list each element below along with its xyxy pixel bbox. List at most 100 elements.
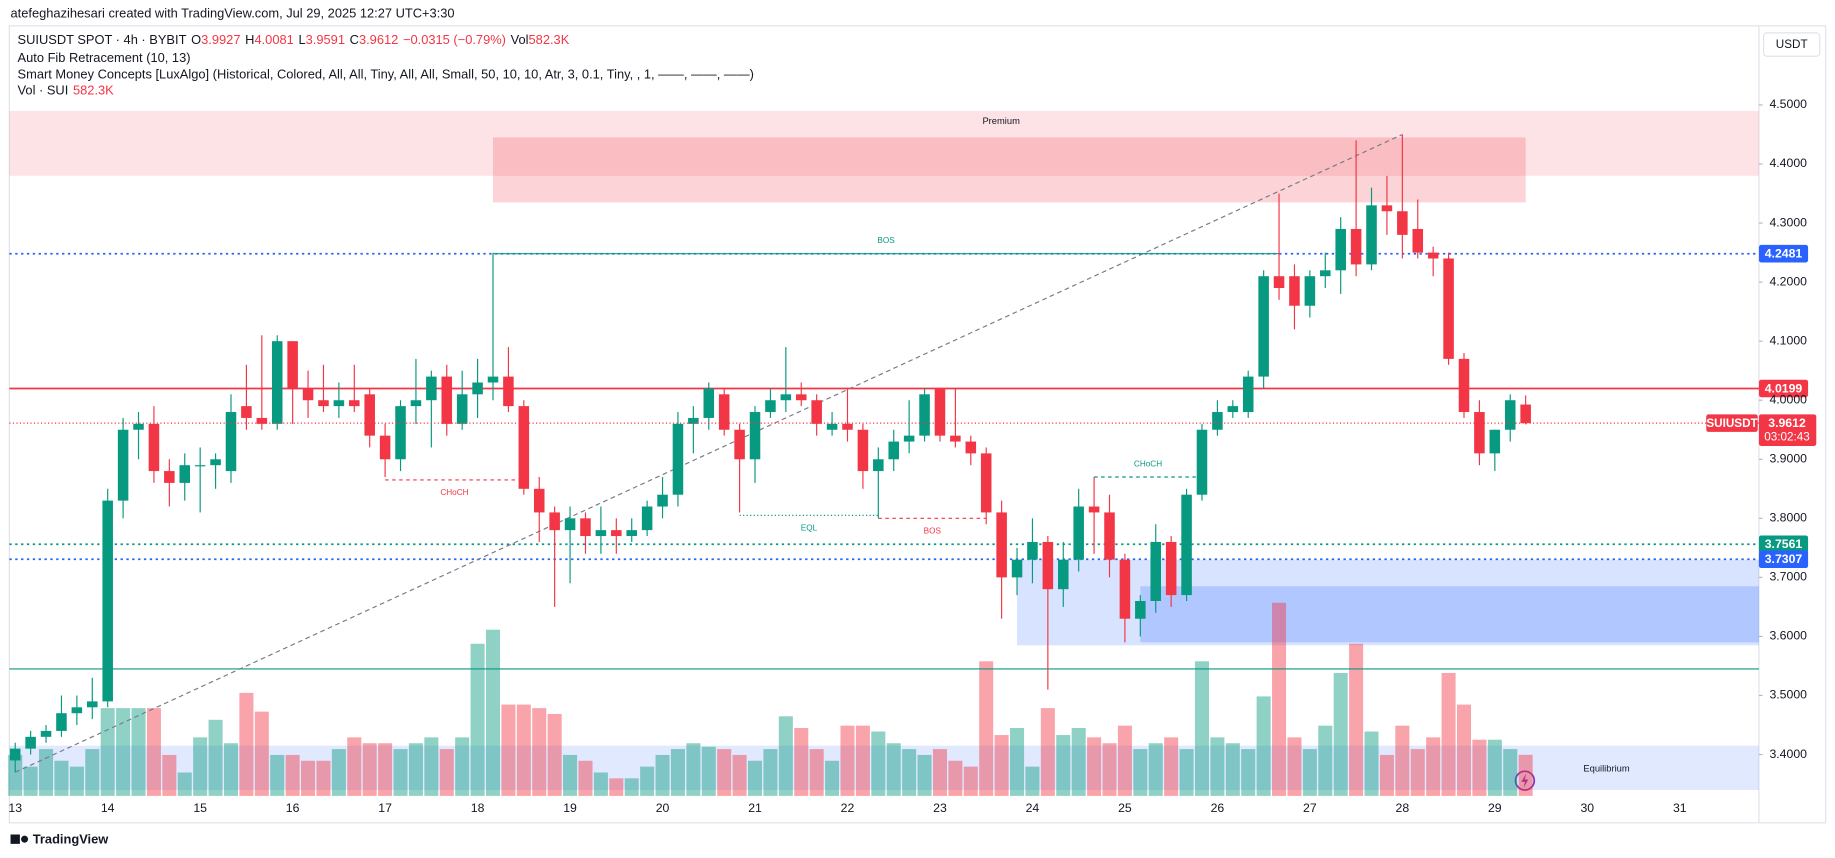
candle-body [873, 459, 884, 472]
x-tick-label: 20 [656, 801, 670, 815]
volume-bar [1025, 766, 1040, 796]
level-label: 4.0199 [1765, 381, 1803, 395]
x-tick-label: 21 [748, 801, 762, 815]
indicator: Smart Money Concepts [LuxAlgo] (Historic… [18, 66, 754, 81]
x-tick-label: 17 [378, 801, 392, 815]
currency[interactable]: USDT [1776, 38, 1808, 51]
volume-bar [670, 749, 685, 796]
candle-body [1489, 429, 1501, 454]
candle-body [580, 518, 591, 537]
volume-bar [1071, 727, 1086, 796]
candle-body [395, 406, 406, 460]
volume-bar [439, 749, 454, 796]
candle-body [318, 400, 329, 407]
candle-body [965, 441, 977, 454]
volume-bar [501, 704, 516, 796]
volume-bar [470, 643, 485, 796]
volume-bar [1210, 737, 1225, 796]
candle-body [1397, 211, 1408, 235]
x-tick-label: 14 [101, 801, 115, 815]
candle-body [287, 341, 298, 389]
volume-bar [979, 661, 994, 796]
candle-body [472, 382, 483, 395]
x-tick-label: 22 [841, 801, 855, 815]
volume-bar [223, 743, 239, 796]
candle-body [533, 488, 545, 513]
volume-value: 582.3K [73, 83, 114, 98]
volume-bar [301, 760, 316, 796]
volume-bar [516, 704, 531, 796]
volume-bar [701, 746, 716, 796]
y-tick-label: 4.4000 [1769, 156, 1807, 170]
candle-body [256, 417, 268, 424]
volume-bar [8, 754, 23, 796]
x-tick-label: 18 [471, 801, 485, 815]
volume-bar [902, 749, 917, 796]
candle-body [1181, 494, 1192, 596]
volume-bar [1225, 743, 1240, 796]
x-tick-label: 19 [563, 801, 577, 815]
volume-bar [1410, 749, 1425, 796]
candle-body [1381, 205, 1393, 212]
candle-body [703, 388, 715, 418]
volume-bar [1441, 673, 1456, 796]
volume-bar [794, 727, 809, 796]
level-label-box [1758, 535, 1809, 554]
candle-body [40, 730, 52, 737]
volume-bar [932, 749, 947, 796]
candle-body [1227, 406, 1239, 413]
x-tick-label: 28 [1396, 801, 1410, 815]
volume-bar [717, 749, 732, 796]
candle-body [1073, 506, 1084, 560]
candle-body [87, 701, 98, 708]
volume-bar [686, 743, 701, 796]
volume-bar [1164, 737, 1179, 796]
volume-legend: Vol · SUI 582.3K [18, 83, 115, 98]
candle-body [1042, 541, 1054, 590]
volume-bar [763, 749, 778, 796]
volume-bar [1518, 754, 1533, 796]
candle-body [333, 400, 345, 407]
level-label: 3.7561 [1765, 537, 1803, 551]
candle-body [996, 512, 1007, 578]
volume-bar [1456, 704, 1472, 796]
candle-body [934, 388, 946, 436]
candle-body [1458, 358, 1470, 413]
candle-body [595, 530, 607, 537]
x-tick-label: 30 [1580, 801, 1594, 815]
candle-body [302, 388, 314, 401]
candle-body [780, 394, 792, 401]
change: −0.0315 (−0.79%) [403, 32, 506, 47]
ohlc-label: L [298, 32, 305, 47]
candle-body [1088, 506, 1100, 513]
volume-bar [270, 754, 285, 796]
candle-body [1335, 228, 1346, 271]
currency-button[interactable] [1763, 32, 1821, 57]
volume-bar [886, 743, 901, 796]
legend: SUIUSDT SPOT · 4h · BYBIT O3.9927 H4.0081 L… [18, 32, 570, 47]
volume-title: Vol · SUI [18, 83, 69, 98]
candle-body [1242, 376, 1254, 413]
volume-bar [1472, 739, 1487, 796]
x-tick-label: 16 [286, 801, 300, 815]
volume-bar [547, 713, 562, 796]
volume-bar [254, 711, 269, 796]
candle-body [487, 376, 499, 383]
footer-logo [10, 834, 29, 844]
candle-body [672, 423, 684, 495]
y-tick-label: 4.5000 [1769, 97, 1807, 111]
alert-bolt [1521, 773, 1529, 788]
volume-bar [1333, 673, 1348, 796]
volume-bar [1194, 661, 1210, 796]
candle-body [1273, 276, 1285, 289]
candle-body [718, 394, 730, 430]
candle-body [71, 707, 83, 714]
volume-bar [578, 760, 593, 796]
candle-body [1289, 276, 1300, 306]
volume-bar [1426, 737, 1441, 796]
volume-bar [23, 766, 38, 796]
candle-body [410, 400, 422, 407]
volume-bar [208, 719, 223, 796]
volume-bar [825, 760, 840, 796]
candle-body [1504, 400, 1516, 430]
